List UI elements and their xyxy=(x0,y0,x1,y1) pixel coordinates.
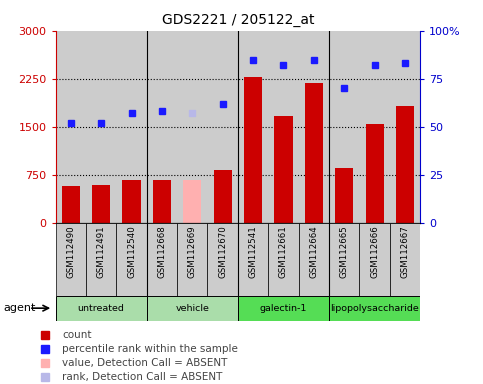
Bar xyxy=(390,223,420,296)
Bar xyxy=(86,31,116,223)
Bar xyxy=(274,116,293,223)
Text: untreated: untreated xyxy=(78,304,125,313)
Text: agent: agent xyxy=(4,303,36,313)
Bar xyxy=(177,31,208,223)
Title: GDS2221 / 205122_at: GDS2221 / 205122_at xyxy=(162,13,314,27)
Text: count: count xyxy=(62,330,92,340)
Bar xyxy=(208,223,238,296)
Bar xyxy=(396,106,414,223)
Bar xyxy=(122,180,141,223)
Text: value, Detection Call = ABSENT: value, Detection Call = ABSENT xyxy=(62,358,227,368)
Text: GSM112668: GSM112668 xyxy=(157,225,167,278)
Text: vehicle: vehicle xyxy=(175,304,209,313)
Bar xyxy=(390,31,420,223)
Text: GSM112665: GSM112665 xyxy=(340,225,349,278)
Bar xyxy=(238,31,268,223)
Bar xyxy=(147,31,177,223)
Text: GSM112670: GSM112670 xyxy=(218,225,227,278)
Text: GSM112661: GSM112661 xyxy=(279,225,288,278)
Text: GSM112669: GSM112669 xyxy=(188,225,197,278)
Bar xyxy=(244,78,262,223)
Bar xyxy=(298,31,329,223)
Text: GSM112667: GSM112667 xyxy=(400,225,410,278)
Bar xyxy=(298,223,329,296)
Bar xyxy=(213,170,232,223)
Bar xyxy=(153,180,171,223)
Bar xyxy=(335,168,354,223)
Bar xyxy=(329,31,359,223)
Bar xyxy=(56,31,86,223)
Bar xyxy=(208,31,238,223)
Bar xyxy=(268,31,298,223)
Bar xyxy=(147,223,177,296)
Text: percentile rank within the sample: percentile rank within the sample xyxy=(62,344,238,354)
Bar xyxy=(116,31,147,223)
Bar xyxy=(238,223,268,296)
Text: GSM112666: GSM112666 xyxy=(370,225,379,278)
Text: galectin-1: galectin-1 xyxy=(260,304,307,313)
Bar xyxy=(366,124,384,223)
Bar xyxy=(92,185,110,223)
Bar xyxy=(329,223,359,296)
Bar xyxy=(183,180,201,223)
Bar xyxy=(116,223,147,296)
Text: GSM112540: GSM112540 xyxy=(127,225,136,278)
Bar xyxy=(62,185,80,223)
Bar xyxy=(238,296,329,321)
Bar xyxy=(359,31,390,223)
Bar xyxy=(359,223,390,296)
Text: GSM112541: GSM112541 xyxy=(249,225,257,278)
Text: GSM112491: GSM112491 xyxy=(97,225,106,278)
Bar xyxy=(329,296,420,321)
Text: rank, Detection Call = ABSENT: rank, Detection Call = ABSENT xyxy=(62,372,223,382)
Bar xyxy=(305,83,323,223)
Bar xyxy=(147,296,238,321)
Bar xyxy=(86,223,116,296)
Text: GSM112490: GSM112490 xyxy=(66,225,75,278)
Bar xyxy=(56,223,86,296)
Bar xyxy=(177,223,208,296)
Text: lipopolysaccharide: lipopolysaccharide xyxy=(330,304,419,313)
Bar xyxy=(268,223,298,296)
Bar xyxy=(56,296,147,321)
Text: GSM112664: GSM112664 xyxy=(309,225,318,278)
